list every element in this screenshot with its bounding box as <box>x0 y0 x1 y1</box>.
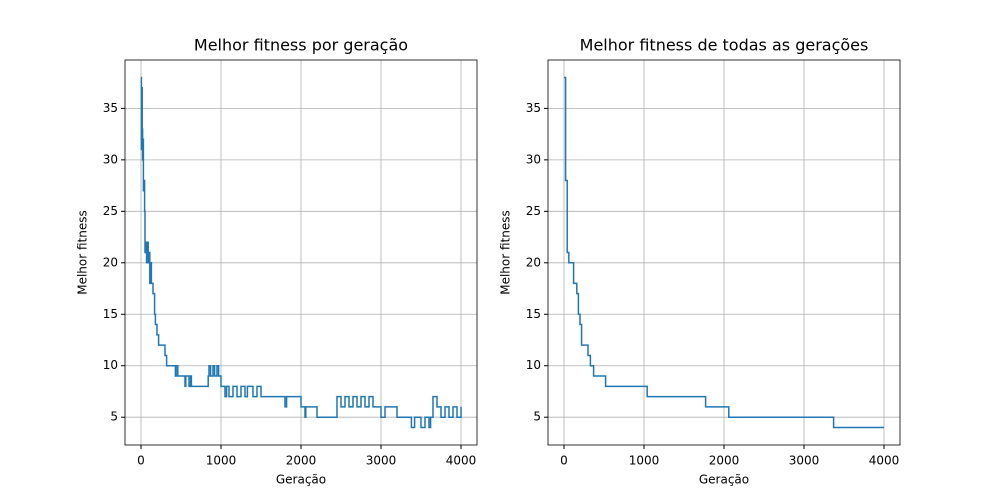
y-tick-label: 30 <box>103 152 118 166</box>
y-tick-label: 35 <box>526 101 541 115</box>
y-tick-label: 25 <box>103 204 118 218</box>
x-tick-label: 4000 <box>446 454 477 468</box>
x-tick-label: 1000 <box>206 454 237 468</box>
y-tick-label: 5 <box>533 410 541 424</box>
x-tick-label: 0 <box>137 454 145 468</box>
y-tick-label: 25 <box>526 204 541 218</box>
x-tick-label: 3000 <box>789 454 820 468</box>
chart-title: Melhor fitness de todas as gerações <box>580 36 869 55</box>
y-tick-label: 35 <box>103 101 118 115</box>
y-tick-label: 20 <box>103 255 118 269</box>
y-axis-label: Melhor fitness <box>499 210 513 295</box>
x-tick-label: 3000 <box>366 454 397 468</box>
y-tick-label: 5 <box>110 410 118 424</box>
x-tick-label: 2000 <box>709 454 740 468</box>
plot-frame <box>124 59 478 446</box>
x-axis-label: Geração <box>276 473 326 487</box>
y-tick-label: 30 <box>526 152 541 166</box>
plot-frame <box>547 59 901 446</box>
x-tick-label: 0 <box>560 454 568 468</box>
x-axis-label: Geração <box>699 473 749 487</box>
y-tick-label: 10 <box>526 358 541 372</box>
line-series <box>140 76 462 429</box>
y-tick-label: 10 <box>103 358 118 372</box>
y-tick-label: 20 <box>526 255 541 269</box>
y-tick-label: 15 <box>526 307 541 321</box>
line-series <box>564 76 884 429</box>
y-tick-label: 15 <box>103 307 118 321</box>
x-tick-label: 1000 <box>629 454 660 468</box>
y-axis-label: Melhor fitness <box>76 210 90 295</box>
chart-title: Melhor fitness por geração <box>194 36 408 55</box>
x-tick-label: 2000 <box>286 454 317 468</box>
x-tick-label: 4000 <box>869 454 900 468</box>
